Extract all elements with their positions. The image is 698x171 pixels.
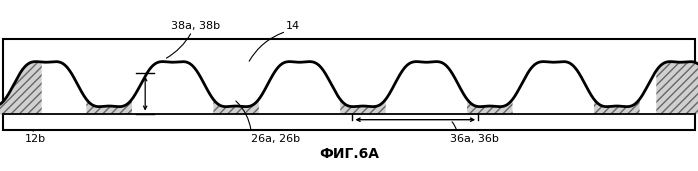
Text: 14: 14 (286, 21, 300, 31)
Text: 38a, 38b: 38a, 38b (171, 21, 220, 31)
Text: 26a, 26b: 26a, 26b (251, 134, 300, 144)
Text: 36a, 36b: 36a, 36b (450, 134, 499, 144)
Bar (3, 39, 695, 130)
Text: ФИГ.6А: ФИГ.6А (319, 147, 379, 161)
Text: 12b: 12b (24, 134, 45, 144)
